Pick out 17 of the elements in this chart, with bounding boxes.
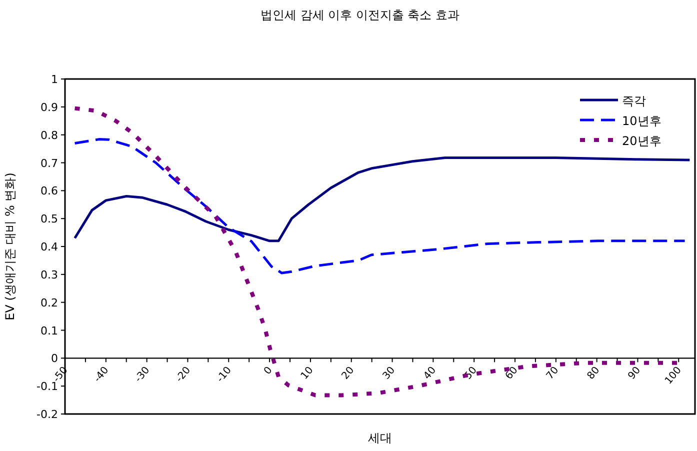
y-tick-label: 0.4 xyxy=(40,240,58,254)
y-tick-label: 0.9 xyxy=(40,100,58,114)
y-tick-label: -0.2 xyxy=(36,408,58,421)
y-tick-label: 0.7 xyxy=(40,156,58,170)
y-tick-label: 0.6 xyxy=(40,184,58,198)
y-tick-label: 0.2 xyxy=(40,296,58,310)
y-tick-label: 0 xyxy=(51,352,58,366)
y-tick-label: 0.3 xyxy=(40,268,58,282)
legend-label: 즉각 xyxy=(622,94,646,108)
x-axis-title: 세대 xyxy=(368,431,392,445)
y-tick-label: 0.8 xyxy=(40,128,58,142)
y-tick-label: 0.1 xyxy=(40,324,58,338)
y-axis-title: EV (생애기준 대비 % 변화) xyxy=(3,172,17,320)
y-tick-label: 0.5 xyxy=(40,212,58,226)
y-tick-label: -0.1 xyxy=(36,380,58,394)
chart-title: 법인세 감세 이후 이전지출 축소 효과 xyxy=(260,8,460,22)
y-tick-label: 1 xyxy=(51,73,58,86)
